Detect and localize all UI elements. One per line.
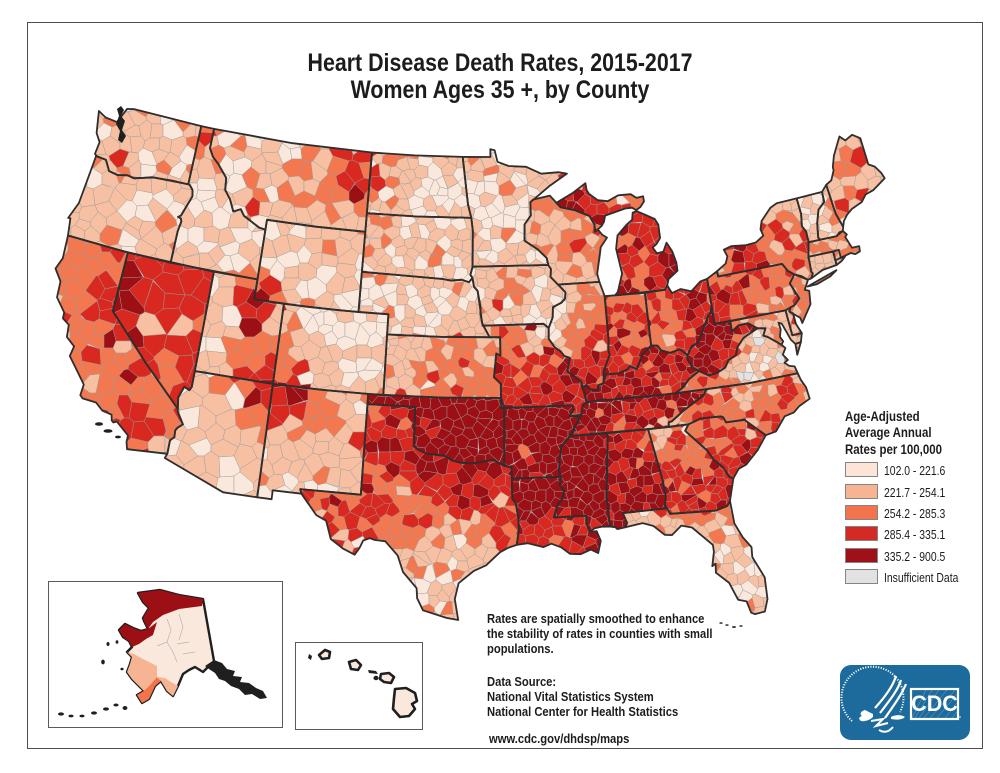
svg-text:CDC: CDC	[911, 691, 958, 716]
